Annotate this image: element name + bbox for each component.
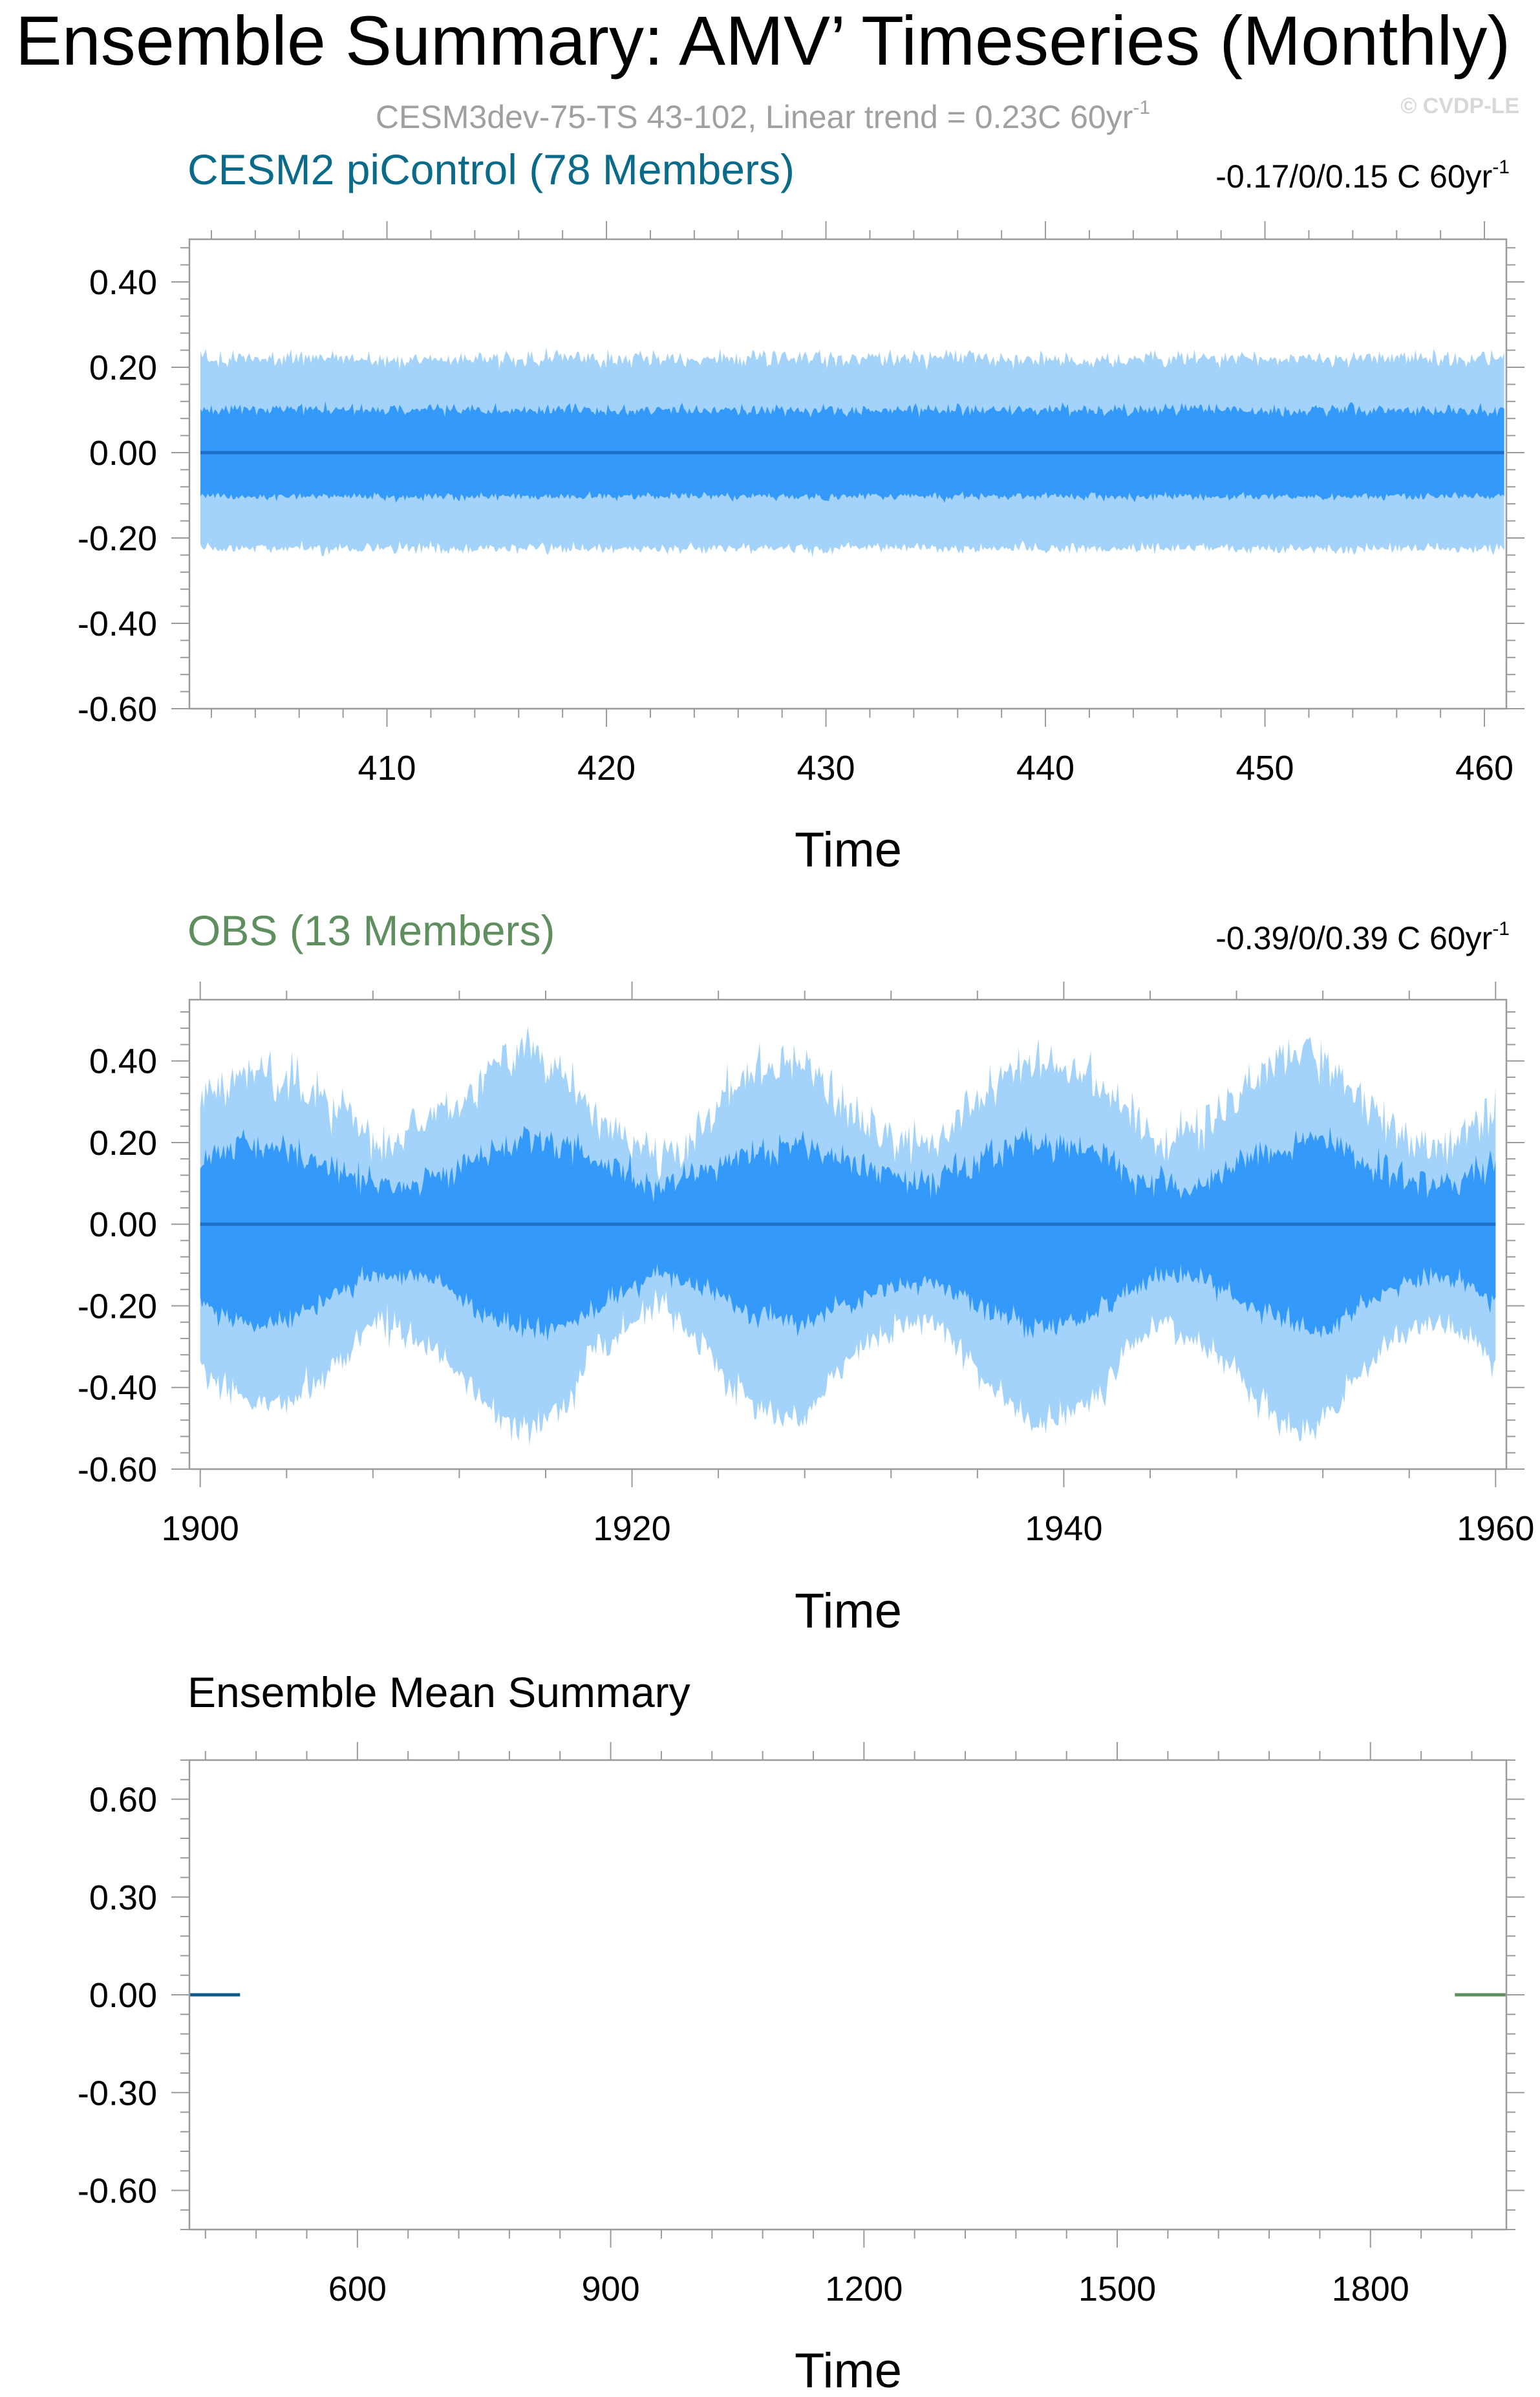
x-tick-label: 1900 — [162, 1509, 239, 1548]
x-tick-label: 1200 — [825, 2270, 903, 2308]
panel1-title: CESM2 piControl (78 Members) — [187, 145, 795, 193]
y-tick-label: 0.60 — [89, 1781, 157, 1820]
watermark: © CVDP-LE — [1400, 94, 1519, 118]
y-tick-label: -0.30 — [78, 2074, 157, 2112]
y-tick-label: 0.00 — [89, 434, 157, 473]
x-tick-label: 1940 — [1025, 1509, 1102, 1548]
y-tick-label: 0.40 — [89, 1042, 157, 1081]
y-tick-label: 0.00 — [89, 1205, 157, 1244]
x-tick-label: 420 — [577, 749, 636, 788]
panel2-title: OBS (13 Members) — [187, 907, 555, 954]
panel3-plot: 600 900 1200 1500 1800 0.60 0.30 0.00 -0.30 -0.60 — [78, 1742, 1524, 2308]
inner-spread-band — [200, 1126, 1496, 1342]
plot-frame — [188, 238, 1508, 710]
x-tick-label: 900 — [582, 2270, 640, 2308]
y-tick-label: 0.20 — [89, 1124, 157, 1163]
panel2-trend-label: -0.39/0/0.39 C 60yr-1 — [1215, 918, 1510, 956]
y-tick-label: 0.40 — [89, 263, 157, 302]
x-tick-label: 600 — [328, 2270, 387, 2308]
figure-title: Ensemble Summary: AMV’ Timeseries (Month… — [16, 1, 1511, 80]
panel3-xlabel: Time — [795, 2343, 902, 2397]
x-tick-label: 1800 — [1332, 2270, 1409, 2308]
y-tick-label: -0.60 — [78, 690, 157, 729]
y-tick-label: 0.00 — [89, 1976, 157, 2015]
x-tick-label: 1920 — [593, 1509, 670, 1548]
y-tick-label: -0.60 — [78, 2172, 157, 2211]
x-tick-label: 450 — [1235, 749, 1294, 788]
panel1-trend-label: -0.17/0/0.15 C 60yr-1 — [1215, 156, 1510, 195]
panel2-plot: 1900 1920 1940 1960 0.40 0.20 0.00 -0.20 -0.40 -0… — [78, 982, 1534, 1548]
panel1-xlabel: Time — [795, 822, 902, 877]
y-tick-label: -0.20 — [78, 519, 157, 558]
x-tick-label: 430 — [797, 749, 855, 788]
panel3-title: Ensemble Mean Summary — [187, 1668, 690, 1716]
y-tick-label: -0.40 — [78, 1369, 157, 1408]
panel2-xlabel: Time — [795, 1584, 902, 1639]
x-tick-label: 1960 — [1457, 1509, 1534, 1548]
y-tick-label: -0.60 — [78, 1450, 157, 1489]
plot-area — [189, 1760, 1506, 2230]
y-tick-label: -0.40 — [78, 605, 157, 643]
y-tick-label: 0.20 — [89, 349, 157, 387]
x-tick-label: 440 — [1016, 749, 1075, 788]
x-tick-label: 460 — [1455, 749, 1513, 788]
plot-frame — [188, 998, 1508, 1470]
y-tick-label: -0.20 — [78, 1287, 157, 1326]
x-tick-label: 410 — [358, 749, 416, 788]
x-tick-label: 1500 — [1078, 2270, 1156, 2308]
panel1-plot: 410 420 430 440 450 460 0.40 0.20 0.00 -0.20 -0.40… — [78, 221, 1524, 788]
y-tick-label: 0.30 — [89, 1878, 157, 1917]
figure-subtitle: CESM3dev-75-TS 43-102, Linear trend = 0.… — [376, 97, 1150, 135]
